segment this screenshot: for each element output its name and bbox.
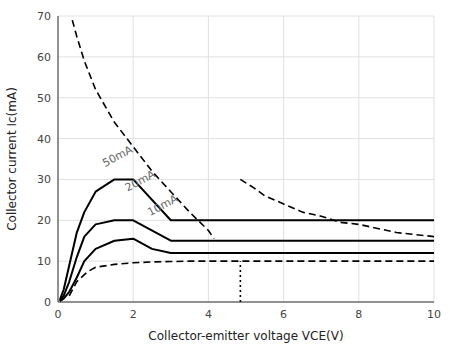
- annotation: 50mA: [100, 143, 135, 170]
- series-line: [72, 20, 214, 239]
- y-grid-line: [58, 302, 434, 303]
- x-tick-label: 4: [205, 308, 212, 321]
- x-tick-label: 2: [130, 308, 137, 321]
- y-tick-label: 0: [44, 296, 51, 309]
- x-tick-label: 0: [55, 308, 62, 321]
- annotation: 10mA: [145, 192, 180, 219]
- annotation: 20mA: [123, 167, 158, 194]
- x-grid-line: [208, 16, 209, 302]
- x-grid-line: [358, 16, 359, 302]
- x-axis-label: Collector-emitter voltage VCE(V): [148, 329, 343, 343]
- series-line: [69, 261, 434, 296]
- x-grid-line: [434, 16, 435, 302]
- y-grid-line: [58, 97, 434, 98]
- series-line: [60, 220, 434, 300]
- y-axis-line: [58, 16, 59, 302]
- grid: [58, 16, 434, 302]
- y-tick-label: 20: [37, 214, 51, 227]
- y-tick-label: 10: [37, 255, 51, 268]
- x-grid-line: [283, 16, 284, 302]
- y-tick-label: 60: [37, 51, 51, 64]
- x-grid-line: [58, 16, 59, 302]
- x-grid-line: [133, 16, 134, 302]
- y-tick-label: 50: [37, 92, 51, 105]
- x-tick-label: 8: [355, 308, 362, 321]
- x-tick-label: 6: [280, 308, 287, 321]
- y-grid-line: [58, 56, 434, 57]
- y-axis-label: Collector current Ic(mA): [5, 87, 19, 231]
- series-line: [240, 261, 242, 302]
- y-grid-line: [58, 16, 434, 17]
- x-axis-line: [58, 302, 434, 303]
- series-line: [240, 179, 434, 236]
- y-tick-label: 70: [37, 10, 51, 23]
- x-tick-label: 10: [427, 308, 441, 321]
- data-lines: [60, 20, 434, 302]
- y-grid-line: [58, 138, 434, 139]
- y-tick-label: 40: [37, 133, 51, 146]
- plot-background: [58, 16, 434, 302]
- chart: 0 2 4 6 8 10 0 10 20 30 40 50 60 70 50mA20mA10mA Collec…: [0, 0, 450, 350]
- y-tick-label: 30: [37, 173, 51, 186]
- series-line: [60, 239, 434, 302]
